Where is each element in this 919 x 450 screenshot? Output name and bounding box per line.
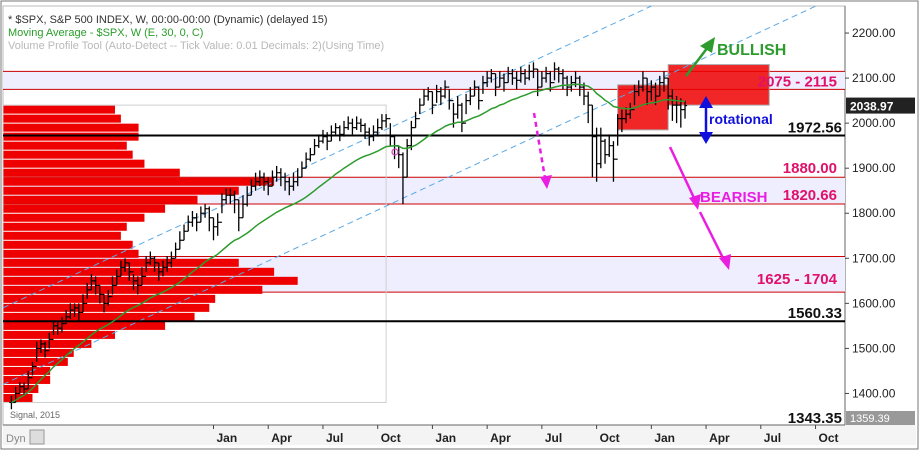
volume-profile-row xyxy=(3,294,216,303)
volume-profile-row xyxy=(3,375,51,384)
volume-profile-row xyxy=(3,132,139,141)
volume-profile-row xyxy=(3,186,239,195)
marker-circle xyxy=(391,148,399,156)
volume-profile-row xyxy=(3,330,115,339)
rotational-label: rotational xyxy=(709,111,773,127)
zone-label-1820: 1820.66 xyxy=(783,187,837,204)
signal-watermark: Signal, 2015 xyxy=(10,410,60,420)
y-tick-label: 2200.00 xyxy=(852,26,896,40)
volume-profile-row xyxy=(3,222,127,231)
volume-profile-row xyxy=(3,177,275,186)
volume-profile-row xyxy=(3,321,166,330)
recent-profile-block xyxy=(668,64,770,106)
volume-profile-row xyxy=(3,312,195,321)
x-tick-label: Apr xyxy=(271,431,292,445)
level-label-1343: 1343.35 xyxy=(788,410,842,427)
x-tick-label: Jan xyxy=(435,431,456,445)
rotational-arrowhead-up xyxy=(699,96,713,108)
volume-profile-row xyxy=(3,339,92,348)
bearish-arrowhead-1 xyxy=(689,194,701,210)
volume-profile-row xyxy=(3,249,139,258)
level-label-1560: 1560.33 xyxy=(788,305,842,322)
time-axis-area xyxy=(3,425,916,445)
drop-arrowhead xyxy=(540,175,552,189)
price-axis-area xyxy=(845,6,916,425)
volume-profile-row xyxy=(3,240,133,249)
volume-profile-row xyxy=(3,276,298,285)
bearish-arrow-1 xyxy=(668,146,697,201)
chart-title: * $SPX, S&P 500 INDEX, W, 00:00-00:00 (D… xyxy=(8,14,328,26)
volume-profile-row xyxy=(3,195,198,204)
volume-profile-row xyxy=(3,141,127,150)
dyn-label: Dyn xyxy=(6,433,26,445)
x-tick-label: Oct xyxy=(381,431,401,445)
volume-profile-row xyxy=(3,303,210,312)
bearish-arrowhead-2 xyxy=(719,254,731,270)
volume-profile-label: Volume Profile Tool (Auto-Detect -- Tick… xyxy=(8,40,385,52)
rotational-arrowhead-down xyxy=(699,132,713,144)
volume-profile-row xyxy=(3,159,145,168)
drop-arrow xyxy=(532,112,547,179)
volume-profile-row xyxy=(3,168,180,177)
volume-profile-row xyxy=(3,150,133,159)
x-tick-label: Jul xyxy=(545,431,562,445)
bullish-arrow xyxy=(685,46,709,77)
volume-profile-row xyxy=(3,384,39,393)
last-value-tag xyxy=(846,411,915,425)
y-tick-label: 1800.00 xyxy=(852,206,896,220)
y-tick-label: 1500.00 xyxy=(852,341,896,355)
x-tick-label: Jul xyxy=(764,431,781,445)
profile-range-box xyxy=(2,104,387,403)
moving-average-line xyxy=(11,83,686,404)
bullish-arrowhead xyxy=(700,37,715,53)
x-tick-label: Oct xyxy=(819,431,839,445)
volume-profile-row xyxy=(3,213,145,222)
volume-profile-row xyxy=(3,348,74,357)
x-tick-label: Apr xyxy=(490,431,511,445)
y-tick-label: 1600.00 xyxy=(852,296,896,310)
volume-profile-row xyxy=(3,114,121,123)
bullish-label: BULLISH xyxy=(717,42,786,59)
y-tick-label: 1700.00 xyxy=(852,251,896,265)
current-price-tag xyxy=(846,97,915,114)
volume-profile-row xyxy=(3,231,121,240)
y-tick-label: 1900.00 xyxy=(852,161,896,175)
zone-label-2075-2115: 2075 - 2115 xyxy=(758,73,837,90)
x-tick-label: Jul xyxy=(326,431,343,445)
volume-profile-row xyxy=(3,267,275,276)
level-label-1972: 1972.56 xyxy=(788,120,842,137)
x-tick-label: Jan xyxy=(217,431,238,445)
volume-profile-row xyxy=(3,357,68,366)
current-price-label: 2038.97 xyxy=(850,100,894,114)
volume-profile-row xyxy=(3,204,166,213)
bearish-arrow-2 xyxy=(698,211,726,261)
moving-average-label: Moving Average - $SPX, W (E, 30, 0, C) xyxy=(8,27,204,39)
zone-label-1880: 1880.00 xyxy=(783,160,837,177)
volume-profile-row xyxy=(3,105,115,114)
bearish-label: BEARISH xyxy=(700,189,768,206)
volume-profile-row xyxy=(3,123,139,132)
zone-label-1625-1704: 1625 - 1704 xyxy=(757,271,838,288)
x-tick-label: Jan xyxy=(654,431,675,445)
volume-profile-row xyxy=(3,366,51,375)
x-tick-label: Apr xyxy=(709,431,730,445)
y-tick-label: 2000.00 xyxy=(852,116,896,130)
volume-profile-row xyxy=(3,285,263,294)
x-tick-label: Oct xyxy=(600,431,620,445)
y-tick-label: 1400.00 xyxy=(852,386,896,400)
last-value-label: 1359.39 xyxy=(850,413,890,425)
y-tick-label: 2100.00 xyxy=(852,71,896,85)
dyn-toggle-button[interactable] xyxy=(29,429,45,445)
